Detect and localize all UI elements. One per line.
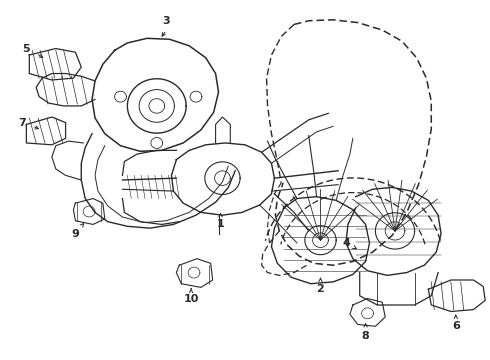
Text: 9: 9 bbox=[72, 229, 79, 239]
Text: 5: 5 bbox=[23, 44, 30, 54]
Text: 1: 1 bbox=[217, 220, 224, 229]
Text: 7: 7 bbox=[19, 118, 26, 127]
Text: 4: 4 bbox=[342, 238, 350, 248]
Text: 10: 10 bbox=[183, 293, 199, 303]
Text: 3: 3 bbox=[163, 16, 171, 26]
Text: 2: 2 bbox=[317, 284, 324, 294]
Text: 6: 6 bbox=[452, 321, 460, 331]
Text: 8: 8 bbox=[362, 330, 369, 341]
